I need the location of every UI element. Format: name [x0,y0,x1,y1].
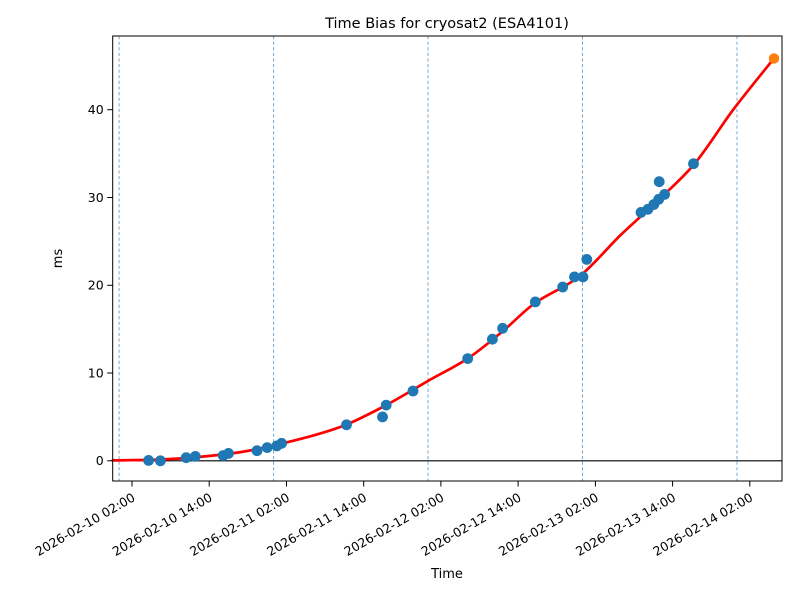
observations-point [276,437,287,449]
y-tick-label: 0 [96,453,104,468]
observations-point [377,411,388,423]
observations-point [462,353,474,364]
plot-border [112,35,783,482]
observations-point [659,189,670,200]
observations-point [380,399,392,411]
y-axis-label: ms [51,249,66,269]
observations-point [688,158,699,170]
observations-point [251,445,263,457]
observations-point [529,296,541,308]
observations-point [180,452,192,464]
observations-point [653,176,665,188]
observations-point [261,442,273,453]
observations-point [155,455,166,467]
observations-point [223,448,234,459]
y-tick-label: 20 [88,278,104,293]
observations-point [341,419,352,431]
observations-point [497,322,508,334]
observations-point [557,281,569,293]
observations-point [407,385,419,397]
observations-point [581,254,593,265]
observations-point [189,451,201,462]
prediction-point [768,53,780,64]
y-tick-label: 30 [88,190,104,205]
fit-line [111,57,776,462]
observations-point [487,333,498,345]
x-axis-label: Time [430,567,463,582]
observations-point [569,271,580,283]
observations-point [143,455,155,466]
observations-point [577,271,589,283]
y-tick-label: 10 [88,365,104,380]
y-tick-label: 40 [88,102,104,117]
chart-title: Time Bias for cryosat2 (ESA4101) [324,16,569,32]
